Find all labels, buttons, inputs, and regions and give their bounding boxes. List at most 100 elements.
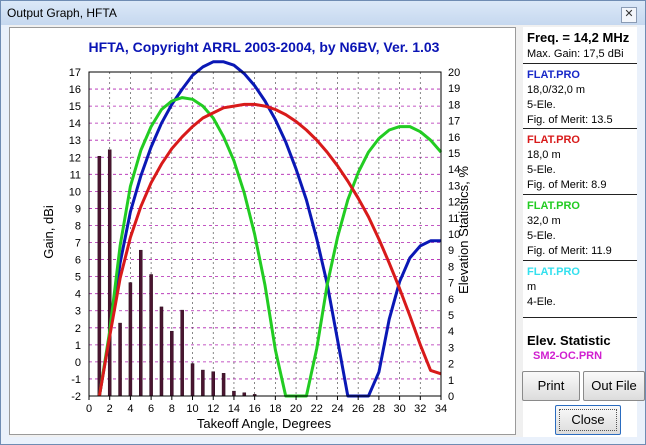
antenna-3-name: FLAT.PRO: [527, 200, 580, 212]
y2-tick-label: 7: [448, 278, 454, 290]
y-tick-label: 7: [75, 238, 81, 250]
elevation-bar: [139, 249, 143, 397]
y-tick-label: 16: [69, 84, 81, 96]
gain-curve-3: [97, 102, 442, 397]
separator: [523, 260, 637, 261]
elevation-bar: [107, 149, 112, 397]
x-tick-label: 0: [86, 403, 92, 415]
title-bar: Output Graph, HFTA ✕: [1, 1, 645, 25]
antenna-1-name: FLAT.PRO: [527, 69, 580, 81]
y-tick-label: 2: [75, 323, 81, 335]
elevation-bar: [128, 282, 133, 397]
gain-curve-1: [97, 60, 441, 398]
separator: [523, 63, 637, 64]
y2-axis-label: Elevation Statistics, %: [456, 166, 471, 294]
x-tick-label: 26: [352, 403, 364, 415]
x-tick-label: 18: [269, 403, 281, 415]
elevation-bar: [159, 306, 164, 397]
elevation-bar: [221, 373, 226, 397]
y2-tick-label: 8: [448, 261, 454, 273]
y2-tick-label: 10: [448, 229, 460, 241]
y2-tick-label: 20: [448, 67, 460, 79]
client-area: HFTA, Copyright ARRL 2003-2004, by N6BV,…: [9, 25, 645, 437]
y2-tick-label: 0: [448, 391, 454, 403]
x-tick-label: 10: [186, 403, 198, 415]
elevation-bar: [97, 155, 102, 397]
frequency-label: Freq. = 14,2 MHz: [527, 30, 630, 45]
y-tick-label: 1: [75, 340, 81, 352]
antenna-2-height: 18,0 m: [527, 149, 561, 161]
y-tick-label: 5: [75, 272, 81, 284]
y-tick-label: 8: [75, 220, 81, 232]
x-tick-label: 28: [373, 403, 385, 415]
y-tick-label: -2: [71, 391, 81, 403]
gain-curves: [97, 60, 443, 398]
gain-curve-2: [97, 96, 443, 398]
y2-tick-label: 11: [448, 213, 459, 225]
y2-tick-label: 17: [448, 116, 460, 128]
chart-title: HFTA, Copyright ARRL 2003-2004, by N6BV,…: [89, 39, 440, 55]
out-file-button[interactable]: Out File: [583, 371, 645, 401]
antenna-3-type: 5-Ele.: [527, 230, 556, 242]
x-tick-label: 6: [148, 403, 154, 415]
separator: [523, 128, 637, 129]
antenna-4-type: 4-Ele.: [527, 296, 556, 308]
elevation-bar: [149, 274, 153, 397]
plot-frame: [88, 71, 442, 397]
x-tick-label: 8: [169, 403, 175, 415]
elevation-bar: [190, 363, 195, 397]
print-button[interactable]: Print: [522, 371, 580, 401]
close-button[interactable]: Close: [555, 405, 621, 435]
close-button-label: Close: [559, 409, 617, 431]
separator: [523, 317, 637, 318]
y-tick-label: 14: [69, 118, 81, 130]
y2-tick-label: 19: [448, 83, 460, 95]
y-tick-label: 6: [75, 255, 81, 267]
y-tick-label: 4: [75, 289, 81, 301]
antenna-2-type: 5-Ele.: [527, 164, 556, 176]
antenna-1-height: 18,0/32,0 m: [527, 84, 586, 96]
elevation-bar: [232, 390, 236, 397]
antenna-1-merit: Fig. of Merit: 13.5: [527, 114, 613, 126]
elevation-bar: [180, 309, 184, 397]
x-tick-label: 22: [311, 403, 323, 415]
y2-tick-label: 2: [448, 359, 454, 371]
elevation-file-name: SM2-OC.PRN: [533, 350, 603, 362]
elevation-chart: HFTA, Copyright ARRL 2003-2004, by N6BV,…: [41, 39, 471, 431]
y2-tick-label: 1: [448, 375, 454, 387]
elevation-bar: [201, 369, 205, 397]
x-tick-label: 4: [127, 403, 133, 415]
antenna-2-name: FLAT.PRO: [527, 134, 580, 146]
y-axis-label: Gain, dBi: [41, 205, 56, 259]
x-tick-label: 12: [207, 403, 219, 415]
elevation-bar: [170, 330, 174, 397]
y2-tick-label: 6: [448, 294, 454, 306]
elevation-bar: [211, 371, 215, 397]
x-tick-label: 16: [249, 403, 261, 415]
x-tick-label: 14: [228, 403, 240, 415]
antenna-2-merit: Fig. of Merit: 8.9: [527, 179, 607, 191]
y2-tick-label: 15: [448, 148, 460, 160]
y2-tick-label: 9: [448, 245, 454, 257]
antenna-4-name: FLAT.PRO: [527, 266, 580, 278]
y-tick-label: 12: [69, 152, 81, 164]
separator: [523, 194, 637, 195]
y-tick-label: 13: [69, 135, 81, 147]
x-tick-label: 34: [435, 403, 447, 415]
y-tick-label: 3: [75, 306, 81, 318]
y-tick-label: 0: [75, 357, 81, 369]
chart-axes: 0 2 4 6 8 10 12 14 16 18 20 22 24 26 28 30 32 34-2-101234…: [69, 67, 461, 415]
max-gain-label: Max. Gain: 17,5 dBi: [527, 48, 624, 60]
y2-tick-label: 14: [448, 164, 460, 176]
y2-tick-label: 12: [448, 197, 460, 209]
x-tick-label: 30: [393, 403, 405, 415]
y2-tick-label: 18: [448, 99, 460, 111]
y-tick-label: 11: [70, 169, 81, 181]
x-tick-label: 32: [414, 403, 426, 415]
y2-tick-label: 4: [448, 326, 454, 338]
close-icon[interactable]: ✕: [621, 7, 637, 23]
y2-tick-label: 5: [448, 310, 454, 322]
x-axis-label: Takeoff Angle, Degrees: [197, 416, 332, 431]
window-title: Output Graph, HFTA: [7, 6, 117, 20]
